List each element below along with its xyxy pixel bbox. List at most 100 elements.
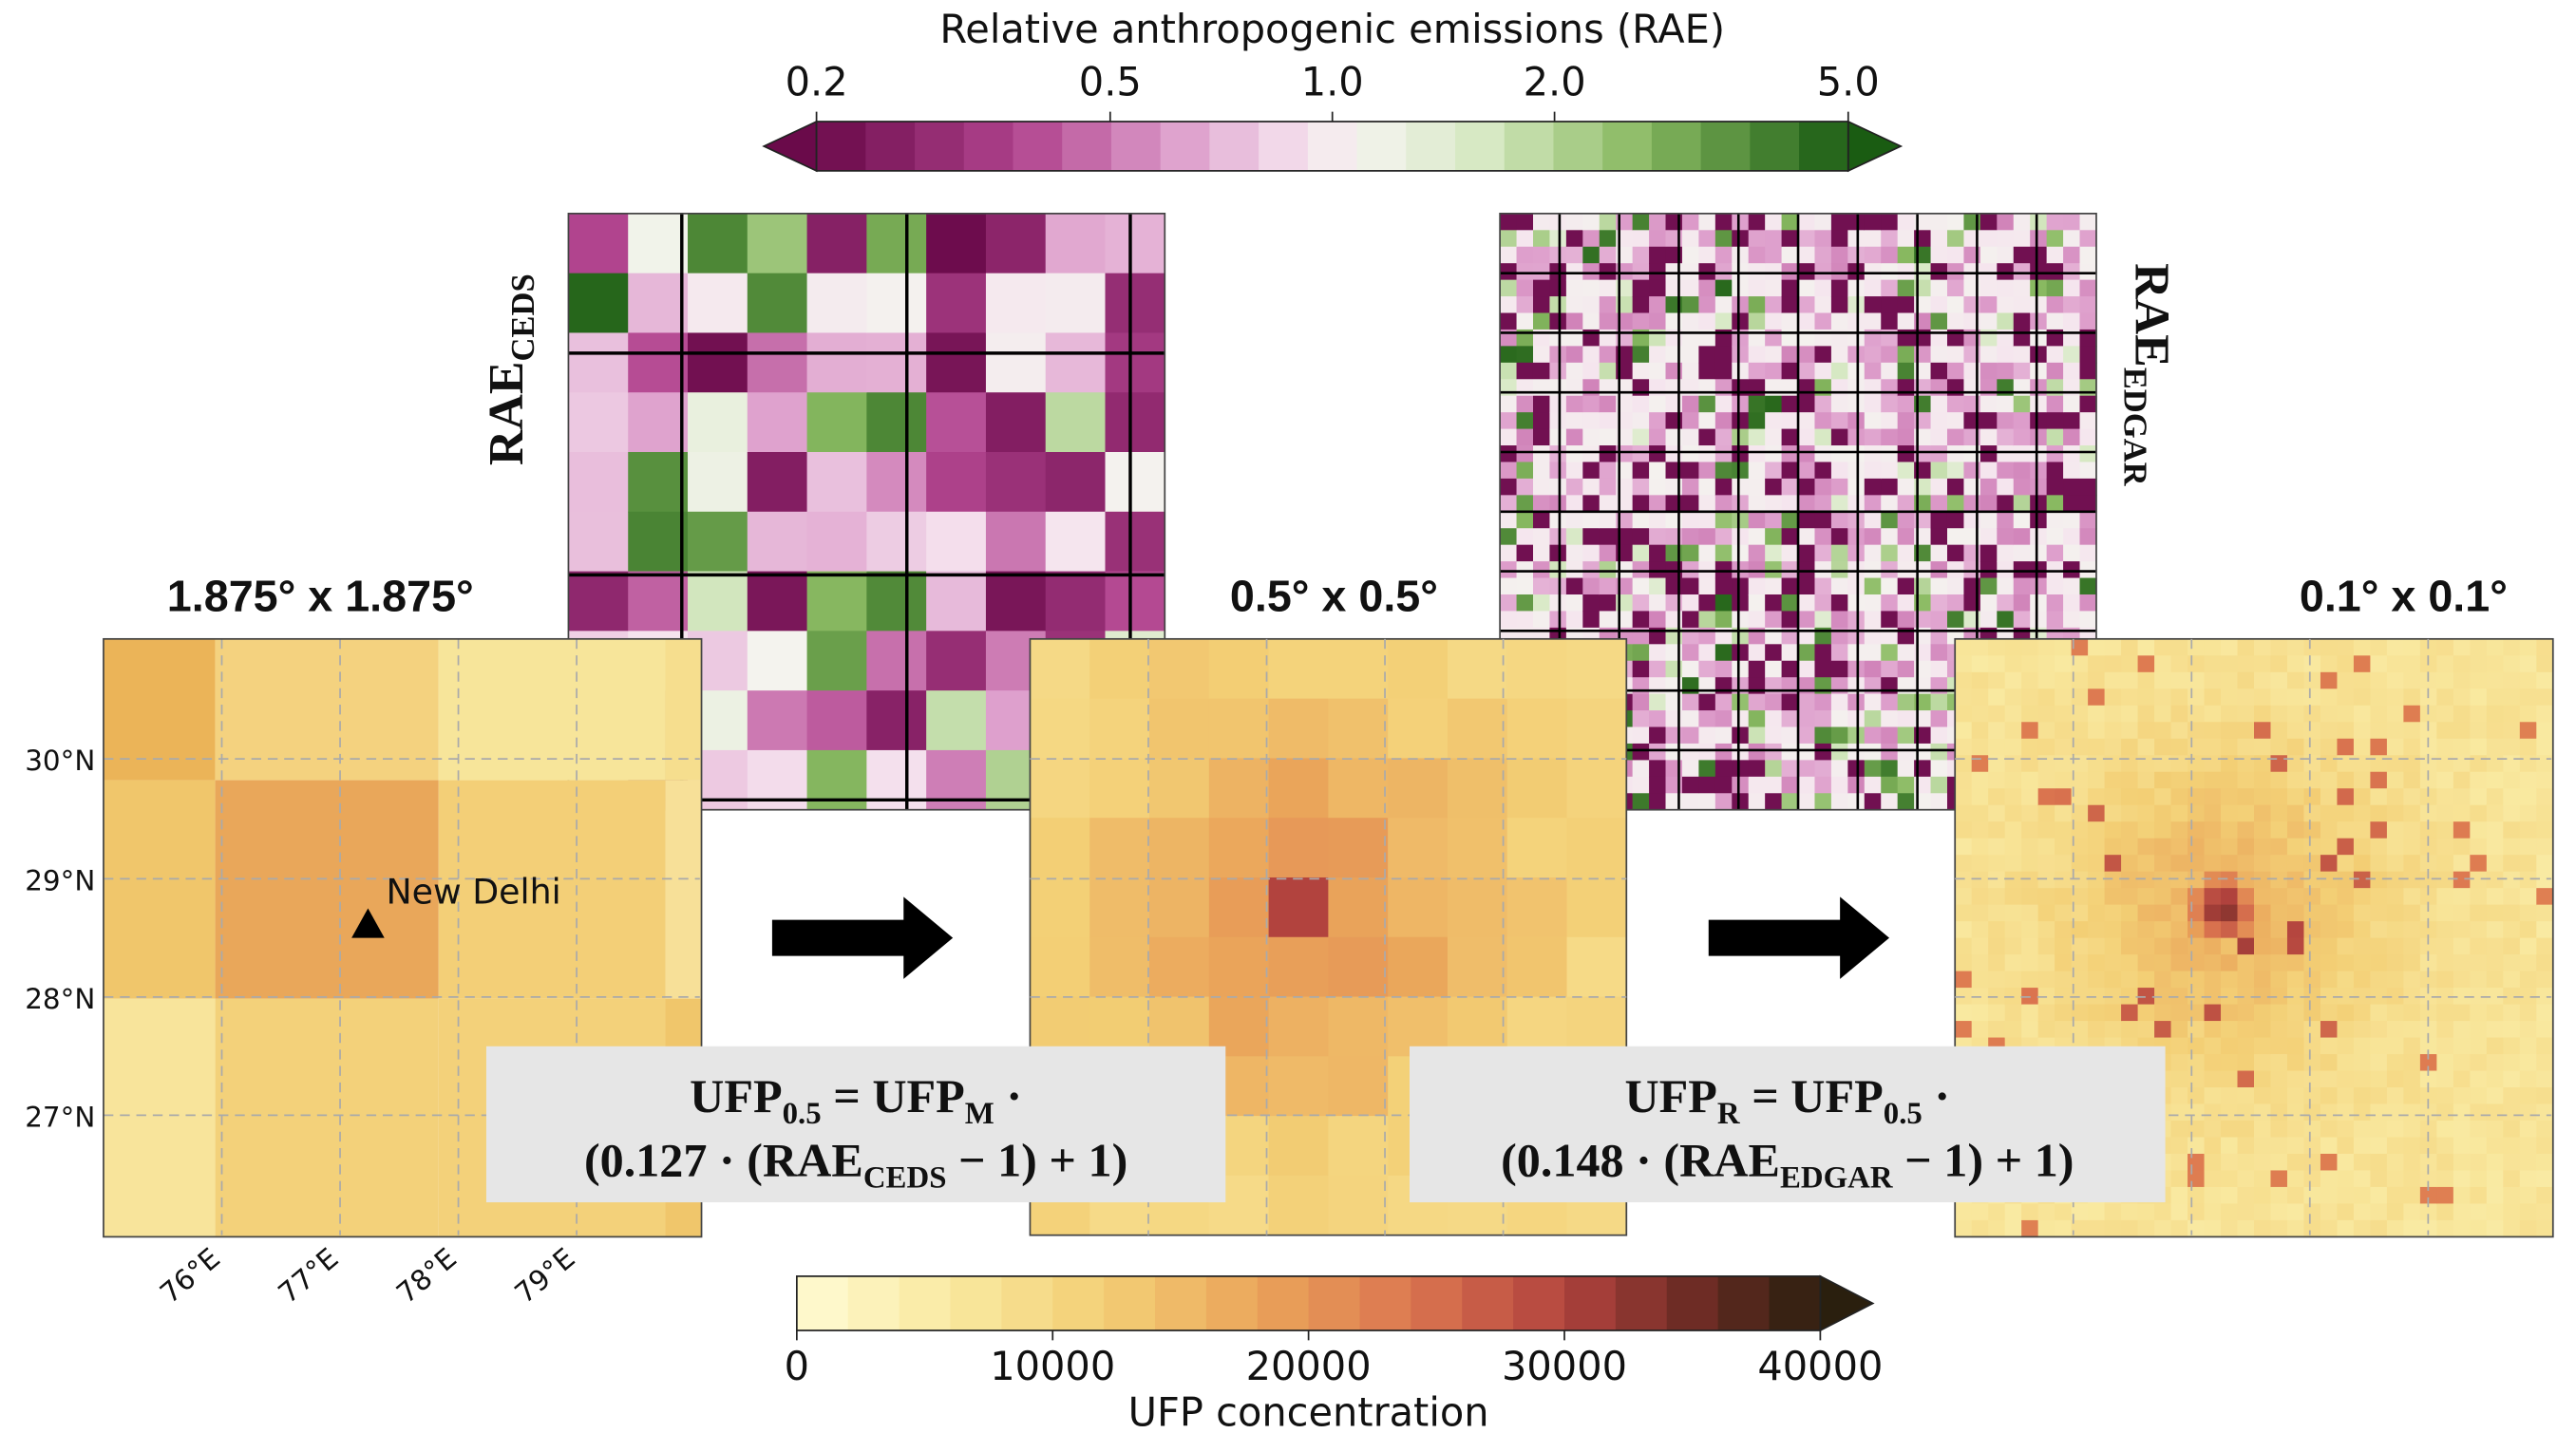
map-cell	[1971, 1203, 1989, 1221]
map-cell	[1268, 698, 1330, 760]
map-cell	[2037, 638, 2055, 657]
map-cell	[2079, 594, 2097, 613]
map-cell	[2486, 1054, 2505, 1072]
map-cell	[1748, 793, 1766, 811]
map-cell	[1506, 818, 1568, 878]
map-cell	[2121, 821, 2139, 839]
map-cell	[2536, 1087, 2554, 1105]
map-cell	[2055, 771, 2073, 789]
map-cell	[1864, 445, 1882, 463]
map-cell	[1765, 279, 1783, 297]
map-cell	[2270, 1103, 2288, 1122]
map-cell	[1748, 677, 1766, 695]
map-cell	[1864, 760, 1882, 778]
map-cell	[2386, 722, 2405, 740]
map-cell	[1979, 611, 1998, 629]
map-cell	[1971, 937, 1989, 955]
map-cell	[1748, 594, 1766, 613]
map-cell	[1748, 445, 1766, 463]
map-cell	[2353, 988, 2372, 1006]
map-cell	[2403, 671, 2421, 689]
map-cell	[2030, 611, 2048, 629]
map-cell	[1698, 412, 1716, 430]
colorbar-bin	[915, 122, 965, 171]
map-cell	[1732, 213, 1750, 231]
map-cell	[1516, 594, 1534, 613]
map-cell	[1881, 544, 1899, 562]
map-cell	[2353, 804, 2372, 822]
map-cell	[2030, 379, 2048, 397]
map-cell	[2536, 1170, 2554, 1188]
map-cell	[2221, 838, 2239, 856]
map-cell	[2188, 655, 2206, 673]
map-cell	[2137, 988, 2155, 1006]
map-cell	[2237, 705, 2255, 723]
map-cell	[2237, 954, 2255, 972]
map-cell	[2386, 1087, 2405, 1105]
map-cell	[2037, 804, 2055, 822]
map-cell	[926, 213, 987, 274]
map-cell	[2254, 771, 2272, 789]
map-cell	[2204, 988, 2222, 1006]
map-cell	[2004, 738, 2022, 756]
map-cell	[2154, 722, 2172, 740]
map-cell	[1105, 213, 1165, 274]
map-cell	[1732, 693, 1750, 711]
map-cell	[1930, 346, 1948, 364]
map-cell	[1714, 743, 1733, 762]
map-cell	[1532, 544, 1551, 562]
map-cell	[2503, 1021, 2521, 1039]
map-cell	[2170, 688, 2188, 707]
map-cell	[1500, 428, 1518, 446]
map-cell	[2170, 738, 2188, 756]
map-cell	[747, 452, 808, 513]
map-cell	[1955, 888, 1973, 906]
map-cell	[1599, 412, 1617, 430]
map-cell	[2370, 937, 2388, 955]
map-cell	[2079, 379, 2097, 397]
map-cell	[1649, 346, 1667, 364]
map-cell	[2286, 838, 2305, 856]
map-cell	[2470, 1087, 2488, 1105]
map-cell	[2137, 838, 2155, 856]
map-cell	[1963, 445, 1981, 463]
map-cell	[1864, 611, 1882, 629]
map-cell	[1649, 445, 1667, 463]
map-cell	[1549, 246, 1567, 264]
map-cell	[2071, 771, 2089, 789]
colorbar-bin	[1411, 1275, 1464, 1330]
map-cell	[1930, 246, 1948, 264]
map-cell	[2470, 954, 2488, 972]
map-cell	[2353, 722, 2372, 740]
map-cell	[2188, 1021, 2206, 1039]
map-cell	[1714, 379, 1733, 397]
map-cell	[2419, 1219, 2438, 1238]
equation-subscript: 0.5	[1884, 1097, 1923, 1131]
map-cell	[1881, 561, 1899, 579]
map-cell	[747, 511, 808, 573]
map-cell	[1847, 462, 1866, 480]
map-cell	[2353, 838, 2372, 856]
map-cell	[1963, 346, 1981, 364]
map-cell	[2486, 871, 2505, 889]
map-cell	[2320, 904, 2339, 922]
map-cell	[438, 638, 666, 781]
map-cell	[2079, 577, 2097, 595]
map-cell	[1632, 213, 1650, 231]
map-cell	[1971, 804, 1989, 822]
map-cell	[2337, 755, 2355, 773]
map-cell	[2486, 1170, 2505, 1188]
map-cell	[1565, 577, 1584, 595]
map-cell	[2004, 638, 2022, 657]
map-cell	[1516, 528, 1534, 546]
map-cell	[1565, 428, 1584, 446]
map-cell	[1632, 511, 1650, 529]
map-cell	[2063, 395, 2081, 413]
map-cell	[1814, 362, 1832, 380]
map-cell	[2386, 1070, 2405, 1088]
map-cell	[2055, 671, 2073, 689]
map-cell	[2154, 821, 2172, 839]
map-cell	[1847, 263, 1866, 281]
map-cell	[1864, 412, 1882, 430]
